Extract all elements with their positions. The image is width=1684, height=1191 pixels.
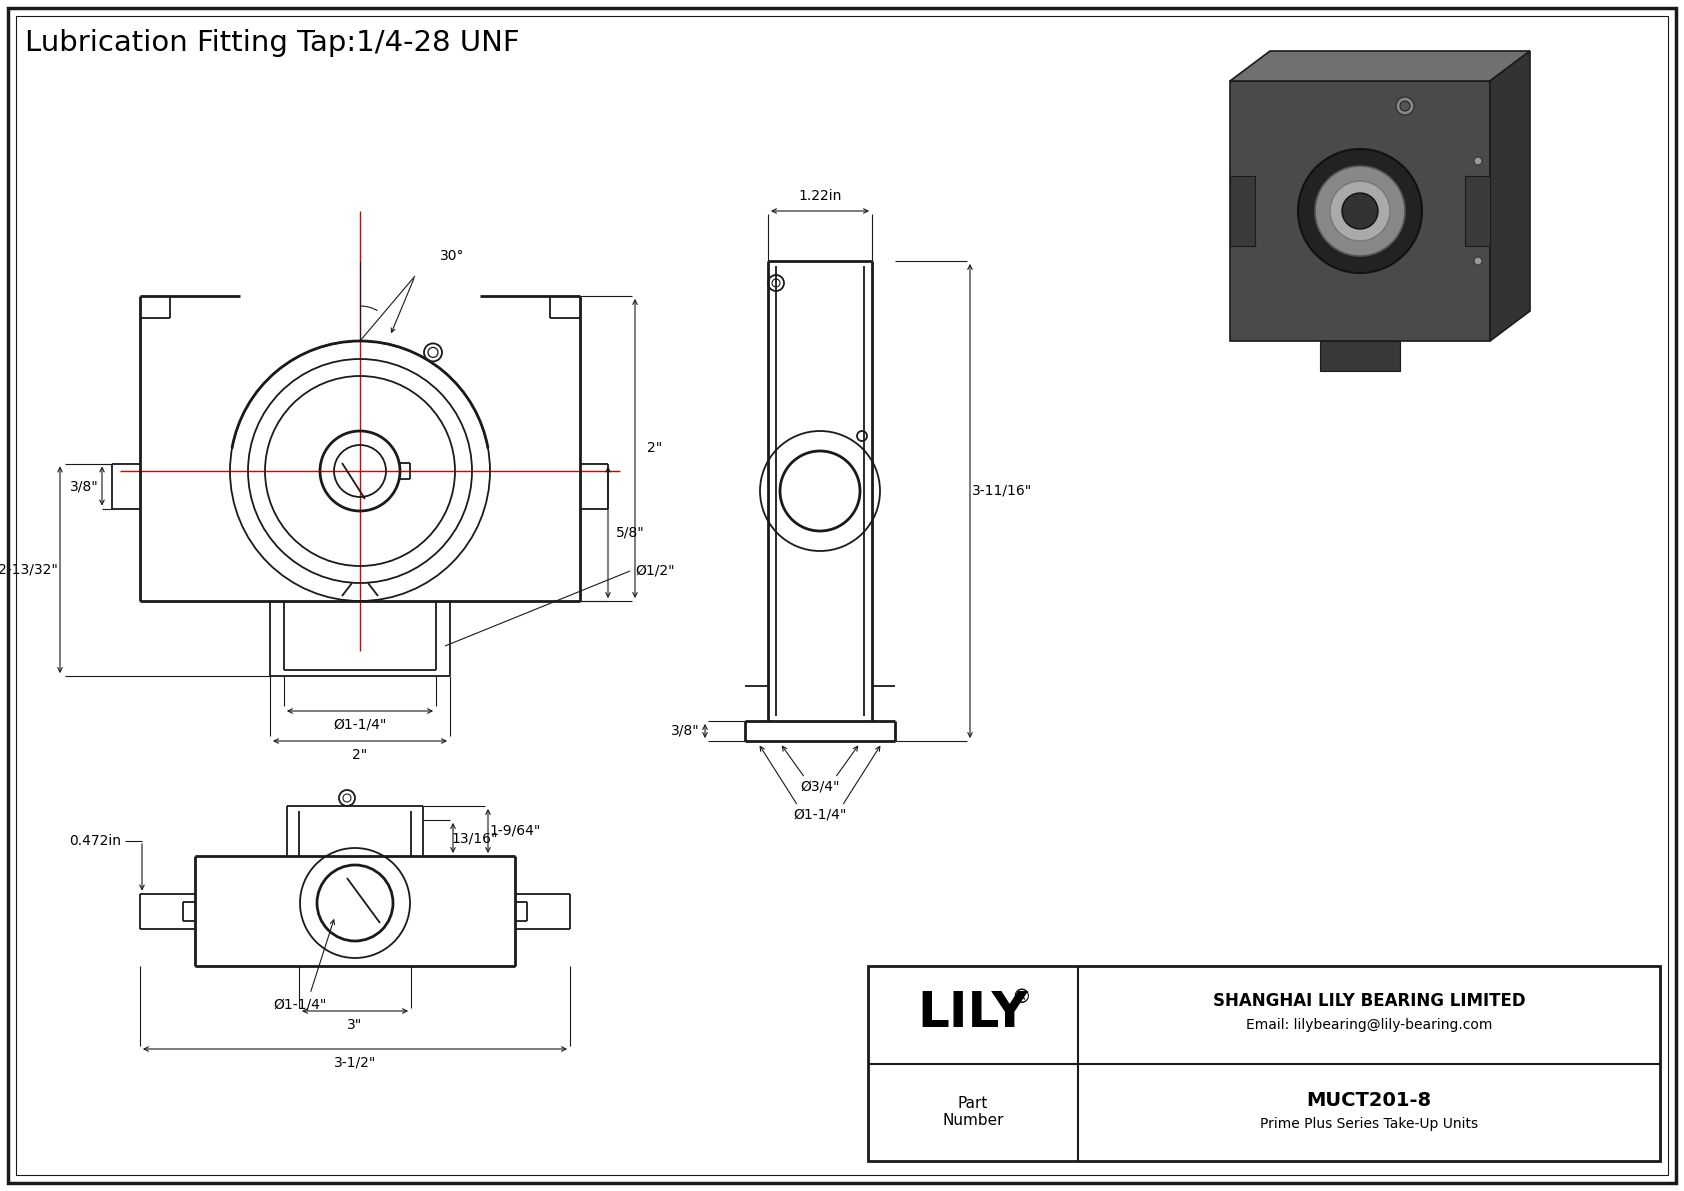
Text: MUCT201-8: MUCT201-8 (1307, 1091, 1431, 1110)
Text: 3-1/2": 3-1/2" (333, 1056, 376, 1070)
Text: 5/8": 5/8" (616, 525, 645, 540)
Polygon shape (1229, 51, 1531, 81)
Text: 30°: 30° (440, 249, 465, 263)
Text: 3": 3" (347, 1018, 362, 1031)
Text: Lubrication Fitting Tap:1/4-28 UNF: Lubrication Fitting Tap:1/4-28 UNF (25, 29, 520, 57)
Text: 3-11/16": 3-11/16" (972, 484, 1032, 498)
Text: Ø1-1/4": Ø1-1/4" (793, 807, 847, 821)
Text: LILY: LILY (918, 989, 1029, 1037)
Text: 2": 2" (647, 442, 662, 455)
Polygon shape (1320, 341, 1399, 372)
Text: SHANGHAI LILY BEARING LIMITED: SHANGHAI LILY BEARING LIMITED (1212, 992, 1526, 1010)
Text: Prime Plus Series Take-Up Units: Prime Plus Series Take-Up Units (1260, 1117, 1479, 1131)
Polygon shape (1465, 176, 1490, 247)
Text: 2": 2" (352, 748, 367, 762)
Circle shape (1315, 166, 1404, 256)
Circle shape (1399, 101, 1410, 111)
Circle shape (1396, 96, 1415, 116)
Text: 3/8": 3/8" (670, 724, 699, 738)
Bar (867, 966, 1660, 1161)
Text: Ø3/4": Ø3/4" (800, 779, 840, 793)
Circle shape (1330, 181, 1389, 241)
Polygon shape (1229, 81, 1490, 341)
Circle shape (1474, 157, 1482, 166)
Polygon shape (1490, 51, 1531, 341)
Circle shape (1474, 257, 1482, 266)
Circle shape (1342, 193, 1378, 229)
Text: Ø1/2": Ø1/2" (635, 565, 675, 578)
Text: 13/16": 13/16" (451, 831, 498, 844)
Text: 0.472in: 0.472in (69, 834, 121, 848)
Text: 2-13/32": 2-13/32" (0, 563, 57, 576)
Text: Ø1-1/4": Ø1-1/4" (333, 718, 387, 732)
Text: Part
Number: Part Number (943, 1096, 1004, 1128)
Text: 1.22in: 1.22in (798, 189, 842, 202)
Text: ®: ® (1010, 989, 1031, 1008)
Text: Ø1-1/4": Ø1-1/4" (273, 997, 327, 1011)
Polygon shape (1229, 176, 1255, 247)
Text: Email: lilybearing@lily-bearing.com: Email: lilybearing@lily-bearing.com (1246, 1018, 1492, 1031)
Text: 3/8": 3/8" (69, 479, 98, 493)
Circle shape (1298, 149, 1421, 273)
Text: 1-9/64": 1-9/64" (490, 824, 541, 838)
